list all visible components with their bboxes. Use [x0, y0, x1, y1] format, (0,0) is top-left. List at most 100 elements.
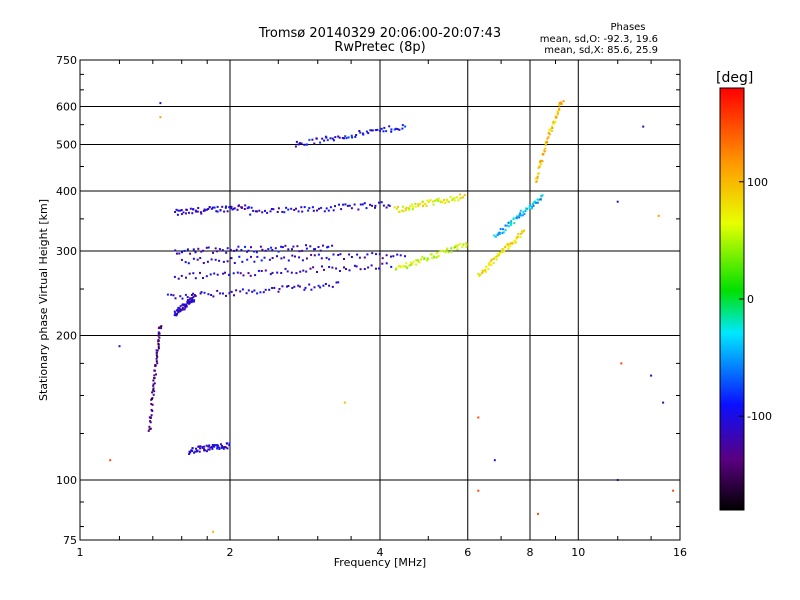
data-point — [390, 255, 392, 258]
data-point — [216, 273, 219, 276]
data-point — [338, 136, 341, 139]
data-point — [312, 266, 315, 269]
data-point — [185, 208, 188, 211]
data-point — [396, 128, 399, 131]
data-point — [385, 130, 388, 133]
data-point — [504, 224, 507, 227]
data-point — [404, 255, 406, 258]
data-point — [158, 326, 161, 329]
data-point — [216, 289, 219, 292]
data-point — [244, 245, 246, 248]
data-point — [193, 451, 195, 454]
data-point — [184, 261, 187, 264]
data-point — [177, 306, 180, 309]
data-point — [190, 301, 193, 304]
data-point — [359, 268, 362, 271]
data-point — [537, 172, 539, 175]
phases-o-mode: mean, sd,O: -92.3, 19.6 — [539, 34, 658, 45]
data-point — [283, 256, 286, 259]
data-point — [152, 379, 155, 382]
data-point — [152, 387, 155, 390]
data-point — [247, 289, 250, 292]
data-point — [540, 163, 543, 166]
data-point — [310, 253, 313, 256]
data-point — [254, 274, 257, 277]
data-point — [331, 244, 334, 247]
data-point — [188, 450, 191, 453]
data-point — [513, 239, 516, 242]
data-point — [191, 212, 194, 215]
data-point — [335, 281, 338, 284]
data-point — [338, 203, 340, 206]
data-point — [271, 257, 274, 259]
data-point — [341, 137, 344, 139]
data-point — [203, 291, 206, 294]
data-point — [218, 448, 221, 450]
data-point — [456, 245, 459, 248]
data-point — [497, 231, 500, 234]
data-point — [152, 383, 155, 386]
data-point — [200, 291, 203, 294]
data-point — [516, 215, 519, 218]
data-point — [155, 373, 157, 376]
data-point — [548, 133, 551, 136]
data-point — [512, 217, 515, 220]
data-point — [411, 208, 414, 211]
data-point — [280, 245, 283, 248]
y-tick-label: 300 — [56, 245, 77, 258]
data-point — [339, 253, 342, 256]
data-point — [490, 258, 493, 261]
data-point — [490, 264, 493, 266]
data-point — [620, 362, 623, 365]
data-point — [401, 205, 404, 208]
data-point — [524, 210, 527, 212]
data-point — [160, 325, 163, 328]
data-point — [191, 447, 194, 450]
data-point — [485, 266, 488, 269]
data-point — [150, 414, 153, 417]
data-point — [515, 217, 518, 220]
data-point — [253, 289, 256, 292]
data-point — [323, 210, 326, 213]
data-point — [186, 248, 189, 251]
data-point — [249, 213, 252, 216]
data-point — [203, 445, 206, 448]
data-point — [381, 262, 384, 265]
data-point — [385, 262, 388, 265]
data-point — [507, 243, 510, 246]
data-point — [549, 128, 552, 131]
data-point — [211, 447, 214, 450]
data-point — [448, 200, 450, 203]
data-point — [263, 256, 266, 259]
data-point — [354, 135, 357, 138]
data-point — [361, 132, 364, 135]
data-point — [218, 446, 221, 449]
data-point — [557, 111, 560, 114]
data-point — [361, 203, 364, 206]
data-point — [260, 270, 263, 272]
data-point — [205, 275, 208, 278]
data-point — [408, 208, 411, 211]
colorbar-tick-label: 0 — [747, 293, 754, 306]
data-point — [431, 200, 434, 203]
data-point — [194, 277, 197, 280]
data-point — [301, 259, 304, 262]
data-point — [507, 247, 510, 250]
data-point — [153, 382, 156, 385]
data-point — [260, 259, 263, 262]
data-point — [657, 214, 660, 217]
data-point — [396, 205, 399, 208]
data-point — [290, 271, 293, 274]
data-point — [174, 211, 177, 213]
data-point — [340, 208, 343, 211]
data-point — [250, 255, 252, 258]
data-point — [221, 205, 224, 208]
data-point — [205, 246, 208, 249]
data-point — [404, 265, 406, 268]
data-point — [213, 206, 216, 209]
data-point — [481, 269, 484, 272]
data-point — [188, 298, 191, 301]
data-point — [430, 253, 433, 256]
data-point — [259, 245, 262, 248]
